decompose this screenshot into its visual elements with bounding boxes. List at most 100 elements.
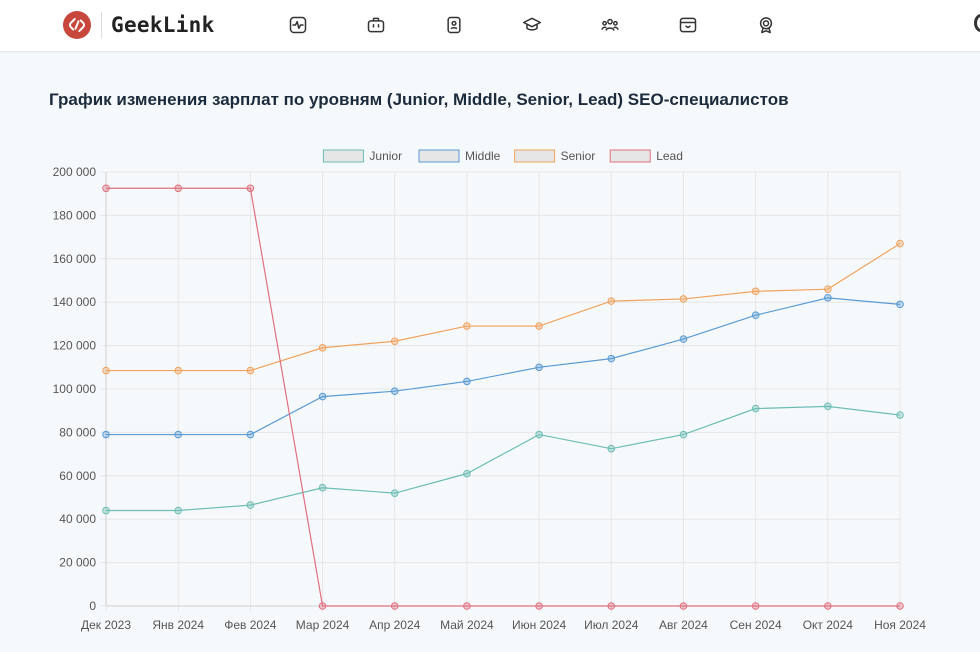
nav-achievements[interactable]: [753, 12, 779, 38]
data-point-senior[interactable]: [535, 322, 543, 330]
x-tick-label: Ноя 2024: [874, 618, 926, 632]
data-point-senior[interactable]: [318, 343, 327, 352]
series-line-lead: [106, 187, 900, 607]
data-point-senior[interactable]: [390, 337, 399, 346]
nav-activity[interactable]: [285, 12, 311, 38]
users-icon: [601, 18, 619, 31]
data-point-middle[interactable]: [246, 430, 255, 439]
data-point-lead[interactable]: [751, 602, 760, 610]
app-name: GeekLink: [111, 13, 215, 37]
legend-swatch: [418, 149, 460, 163]
user-avatar[interactable]: [974, 14, 980, 32]
data-point-lead[interactable]: [463, 602, 471, 610]
x-tick-label: Фев 2024: [224, 618, 277, 632]
data-point-junior[interactable]: [174, 506, 182, 515]
data-point-middle[interactable]: [318, 392, 327, 401]
data-point-junior[interactable]: [607, 444, 616, 453]
y-tick-label: 160 000: [53, 252, 97, 266]
data-point-junior[interactable]: [463, 469, 471, 478]
x-tick-label: Дек 2023: [81, 618, 131, 632]
data-point-middle[interactable]: [896, 300, 904, 309]
data-point-middle[interactable]: [174, 430, 182, 439]
x-tick-label: Мар 2024: [296, 618, 350, 632]
chart-grid: [100, 171, 901, 612]
data-point-junior[interactable]: [246, 501, 255, 509]
data-point-junior[interactable]: [535, 430, 543, 439]
y-tick-label: 80 000: [59, 425, 96, 439]
legend-item-junior[interactable]: Junior: [322, 149, 402, 163]
data-point-middle[interactable]: [607, 354, 616, 363]
data-point-lead[interactable]: [174, 184, 182, 193]
y-tick-label: 140 000: [53, 295, 97, 309]
nav-courses[interactable]: [519, 12, 545, 38]
nav-community[interactable]: [597, 12, 623, 38]
data-point-senior[interactable]: [463, 322, 471, 330]
nav-vacancies[interactable]: [363, 12, 389, 38]
y-tick-label: 120 000: [53, 339, 97, 353]
nav-resume[interactable]: [441, 12, 467, 38]
y-tick-label: 200 000: [53, 165, 97, 179]
data-point-lead[interactable]: [896, 602, 904, 610]
data-point-senior[interactable]: [679, 295, 688, 303]
data-point-junior[interactable]: [679, 430, 688, 439]
data-point-senior[interactable]: [174, 366, 182, 375]
x-tick-label: Май 2024: [440, 618, 494, 632]
data-point-lead[interactable]: [102, 184, 110, 193]
data-point-lead[interactable]: [246, 184, 255, 193]
nav-market[interactable]: [675, 12, 701, 38]
data-point-junior[interactable]: [751, 404, 760, 413]
data-point-senior[interactable]: [896, 239, 904, 248]
data-point-senior[interactable]: [246, 366, 255, 375]
data-point-lead[interactable]: [318, 602, 327, 610]
series-line-junior: [106, 405, 901, 512]
x-tick-label: Июн 2024: [512, 618, 567, 632]
data-point-senior[interactable]: [102, 366, 110, 375]
data-point-middle[interactable]: [751, 311, 760, 320]
data-point-middle[interactable]: [390, 387, 399, 395]
salary-line-chart: 0 20 000 40 000 60 000 80 000 100 000 120 000 1…: [53, 149, 927, 632]
data-point-lead[interactable]: [390, 602, 399, 610]
data-point-middle[interactable]: [824, 294, 832, 302]
data-point-junior[interactable]: [102, 506, 110, 515]
legend-item-middle[interactable]: Middle: [418, 149, 501, 163]
page-title: График изменения зарплат по уровням (Jun…: [49, 90, 789, 109]
data-point-senior[interactable]: [824, 285, 832, 293]
store-icon: [679, 17, 697, 33]
legend-label: Senior: [561, 149, 596, 163]
data-point-junior[interactable]: [390, 489, 399, 497]
data-point-middle[interactable]: [102, 430, 110, 439]
logo-divider: [101, 12, 102, 38]
top-header: GeekLink: [0, 0, 980, 52]
data-point-lead[interactable]: [607, 602, 616, 610]
data-point-senior[interactable]: [751, 287, 760, 296]
x-tick-label: Янв 2024: [152, 618, 204, 632]
series-line-senior: [106, 243, 901, 372]
legend-label: Middle: [465, 149, 501, 163]
award-icon: [759, 17, 773, 34]
x-tick-label: Апр 2024: [369, 618, 421, 632]
data-point-lead[interactable]: [679, 602, 688, 610]
x-tick-label: Июл 2024: [584, 618, 639, 632]
data-point-middle[interactable]: [535, 363, 543, 372]
legend-swatch: [514, 149, 556, 163]
x-tick-label: Сен 2024: [730, 618, 782, 632]
y-tick-label: 0: [89, 599, 96, 613]
data-point-junior[interactable]: [318, 483, 327, 492]
x-tick-labels: Дек 2023 Янв 2024 Фев 2024 Мар 2024 Апр 2024…: [81, 618, 926, 632]
data-point-lead[interactable]: [535, 602, 543, 610]
data-point-junior[interactable]: [896, 411, 904, 419]
y-tick-label: 20 000: [59, 556, 96, 570]
data-point-senior[interactable]: [607, 297, 616, 305]
activity-icon: [289, 16, 307, 34]
logo[interactable]: GeekLink: [63, 10, 215, 40]
legend-item-senior[interactable]: Senior: [514, 149, 596, 163]
legend-item-lead[interactable]: Lead: [609, 149, 683, 163]
legend-swatch: [609, 149, 651, 163]
data-point-middle[interactable]: [463, 377, 471, 386]
chart-legend: Junior Middle Senior Lead: [322, 149, 683, 163]
id-badge-icon: [447, 16, 461, 34]
data-point-junior[interactable]: [824, 402, 832, 411]
legend-label: Lead: [656, 149, 683, 163]
data-point-lead[interactable]: [824, 602, 832, 610]
data-point-middle[interactable]: [679, 335, 688, 343]
